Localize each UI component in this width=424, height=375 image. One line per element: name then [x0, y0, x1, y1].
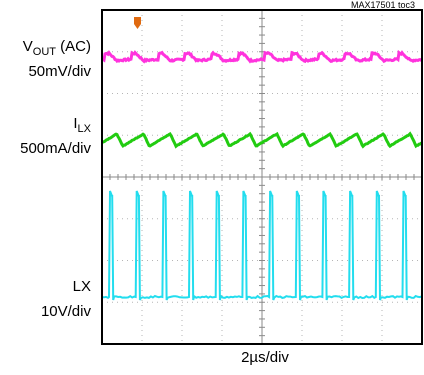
vout-channel-scale: 50mV/div — [28, 63, 91, 80]
ilx-trace — [101, 131, 423, 149]
vout-channel-label: VOUT (AC) 50mV/div — [23, 37, 91, 81]
trace-group — [101, 49, 423, 301]
vout-channel-name: V — [22, 38, 33, 55]
vout-channel-suffix: (AC) — [56, 38, 91, 55]
trigger-marker-body — [134, 17, 141, 24]
lx-channel-label: LX 10V/div — [41, 277, 91, 321]
lx-trace — [101, 190, 422, 301]
figure-id: MAX17501 toc3 — [351, 0, 415, 10]
ilx-channel-subscript: LX — [77, 123, 91, 135]
time-scale-label: 2µs/div — [241, 349, 289, 366]
lx-channel-scale: 10V/div — [40, 303, 91, 320]
ilx-channel-scale: 500mA/div — [20, 140, 91, 157]
trigger-marker — [134, 17, 141, 29]
lx-channel-suffix: LX — [72, 278, 91, 295]
ilx-channel-label: ILX 500mA/div — [20, 114, 91, 158]
trigger-marker-tip — [134, 24, 141, 29]
plot-border — [101, 9, 423, 345]
vout-channel-subscript: OUT — [32, 46, 56, 58]
vout-trace — [101, 49, 423, 64]
ilx-channel-name: I — [73, 115, 78, 132]
